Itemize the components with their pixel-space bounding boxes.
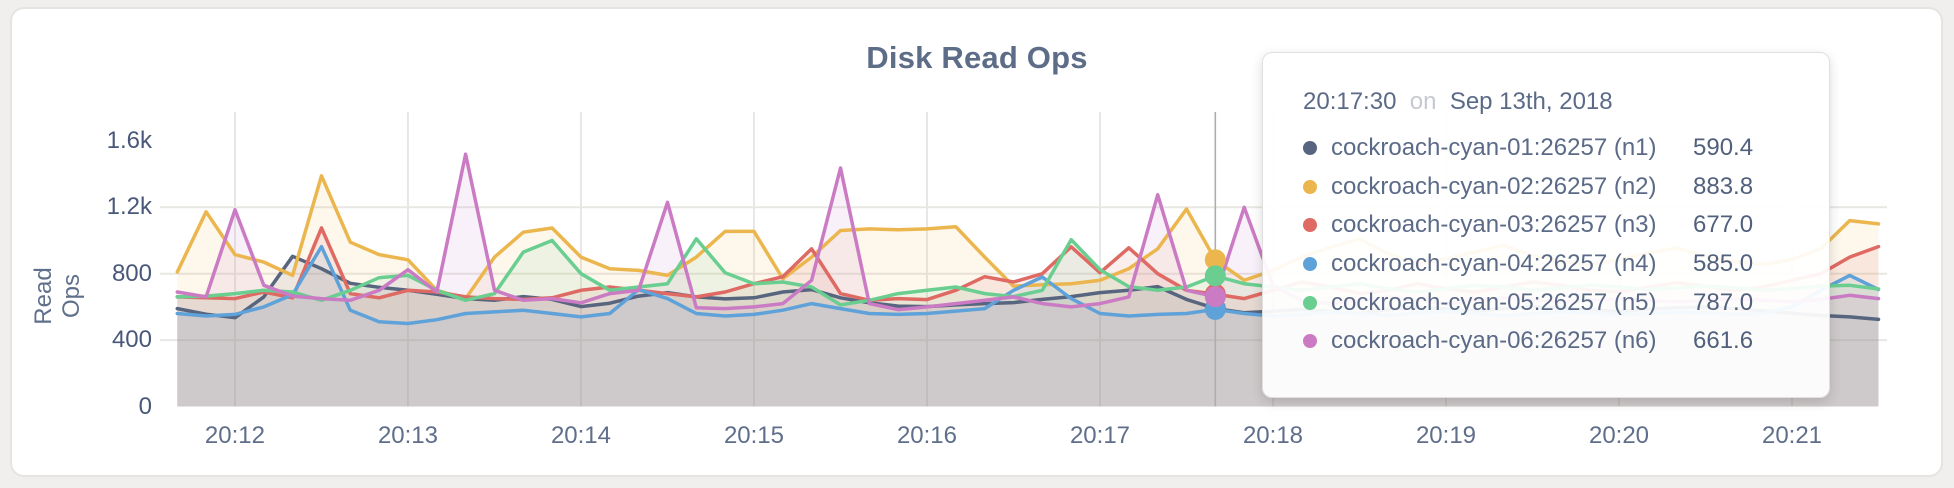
tooltip-date: Sep 13th, 2018: [1449, 88, 1613, 115]
series-color-dot-n4: [1303, 257, 1317, 272]
x-tick-20:14: 20:14: [550, 422, 611, 449]
tooltip-series-name: cockroach-cyan-05:26257 (n5): [1331, 288, 1657, 316]
y-tick-1.2k: 1.2k: [106, 193, 152, 221]
series-color-dot-n3: [1303, 218, 1317, 233]
series-color-dot-n5: [1303, 295, 1317, 310]
tooltip-row-n5: cockroach-cyan-05:26257 (n5) 787.0: [1303, 283, 1829, 322]
tooltip-series-value: 661.6: [1693, 327, 1754, 355]
tooltip-date-spacer: [1436, 88, 1443, 115]
chart-title: Disk Read Ops: [866, 40, 1088, 75]
tooltip-header: 20:17:30 on Sep 13th, 2018: [1303, 87, 1829, 117]
tooltip-series-value: 585.0: [1693, 250, 1754, 278]
tooltip-on-word: on: [1409, 88, 1437, 115]
tooltip-date-connector: [1403, 88, 1410, 115]
y-tick-1.6k: 1.6k: [106, 126, 152, 154]
x-tick-20:15: 20:15: [723, 422, 784, 449]
tooltip-series-value: 590.4: [1693, 134, 1754, 162]
x-tick-20:18: 20:18: [1242, 422, 1304, 449]
hover-dot-n6: [1204, 286, 1226, 308]
tooltip-series-value: 677.0: [1693, 211, 1754, 239]
tooltip-row-n1: cockroach-cyan-01:26257 (n1) 590.4: [1303, 129, 1829, 168]
tooltip-row-n2: cockroach-cyan-02:26257 (n2) 883.8: [1303, 168, 1829, 207]
x-tick-20:12: 20:12: [204, 422, 265, 449]
tooltip-series-name: cockroach-cyan-01:26257 (n1): [1331, 134, 1657, 162]
x-tick-20:19: 20:19: [1415, 422, 1477, 449]
hover-dot-n5: [1204, 265, 1226, 287]
x-tick-20:20: 20:20: [1588, 422, 1650, 449]
tooltip-series-name: cockroach-cyan-02:26257 (n2): [1331, 172, 1657, 200]
hover-dot-n2: [1204, 249, 1226, 271]
hover-tooltip: 20:17:30 on Sep 13th, 2018 cockroach-cya…: [1262, 52, 1830, 398]
series-color-dot-n2: [1303, 179, 1317, 194]
x-tick-20:17: 20:17: [1069, 422, 1131, 449]
y-tick-0: 0: [138, 392, 152, 420]
tooltip-row-n4: cockroach-cyan-04:26257 (n4) 585.0: [1303, 245, 1829, 284]
tooltip-series-value: 787.0: [1693, 288, 1754, 316]
tooltip-rows: cockroach-cyan-01:26257 (n1) 590.4 cockroa…: [1303, 129, 1829, 361]
x-tick-20:21: 20:21: [1761, 422, 1823, 449]
tooltip-series-name: cockroach-cyan-04:26257 (n4): [1331, 250, 1657, 278]
x-tick-20:16: 20:16: [896, 422, 957, 449]
tooltip-row-n6: cockroach-cyan-06:26257 (n6) 661.6: [1303, 322, 1829, 361]
tooltip-time: 20:17:30: [1303, 88, 1397, 115]
tooltip-series-name: cockroach-cyan-03:26257 (n3): [1331, 211, 1657, 239]
tooltip-row-n3: cockroach-cyan-03:26257 (n3) 677.0: [1303, 206, 1829, 245]
tooltip-series-name: cockroach-cyan-06:26257 (n6): [1331, 327, 1657, 355]
series-color-dot-n6: [1303, 334, 1317, 349]
y-tick-400: 400: [111, 326, 152, 354]
x-tick-20:13: 20:13: [377, 422, 438, 449]
series-color-dot-n1: [1303, 141, 1317, 156]
tooltip-series-value: 883.8: [1693, 172, 1754, 200]
y-tick-800: 800: [111, 259, 152, 287]
